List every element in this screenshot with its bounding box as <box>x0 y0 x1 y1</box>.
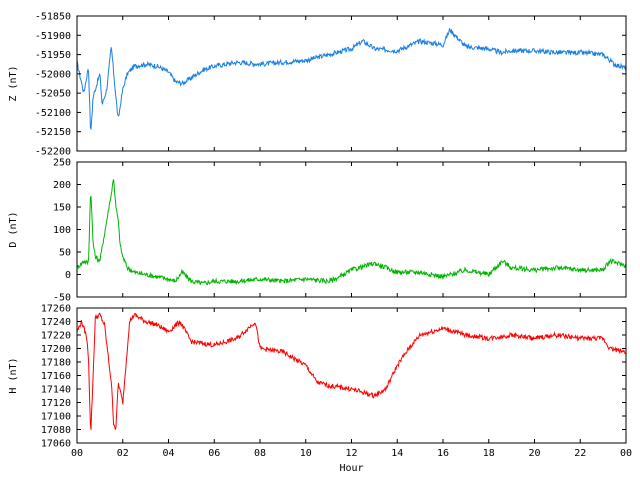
y-tick-label-d: 150 <box>53 203 71 214</box>
x-tick-label: 04 <box>162 448 174 459</box>
y-tick-label-h: 17080 <box>41 425 71 436</box>
x-tick-label: 12 <box>345 448 357 459</box>
x-tick-label: 02 <box>117 448 129 459</box>
x-tick-label: 00 <box>620 448 632 459</box>
y-tick-label-d: 100 <box>53 225 71 236</box>
y-tick-label-z: -51900 <box>35 31 71 42</box>
series-line-d <box>76 179 627 286</box>
y-axis-label-h: H (nT) <box>8 357 19 393</box>
series-line-h <box>76 312 627 430</box>
y-tick-label-z: -52200 <box>35 147 71 158</box>
x-tick-label: 22 <box>574 448 586 459</box>
x-tick-label: 16 <box>437 448 449 459</box>
y-tick-label-d: 200 <box>53 180 71 191</box>
y-tick-label-h: 17260 <box>41 304 71 315</box>
y-tick-label-z: -52000 <box>35 69 71 80</box>
plot-frame-h <box>76 307 627 444</box>
y-tick-label-d: 50 <box>59 248 71 259</box>
x-tick-label: 08 <box>254 448 266 459</box>
y-tick-label-h: 17180 <box>41 358 71 369</box>
series-line-z <box>76 28 627 131</box>
x-axis-label: Hour <box>339 463 363 474</box>
x-tick-label: 10 <box>300 448 312 459</box>
y-tick-label-z: -51850 <box>35 12 71 23</box>
y-axis-label-d: D (nT) <box>8 211 19 247</box>
y-tick-label-h: 17140 <box>41 385 71 396</box>
x-tick-label: 06 <box>208 448 220 459</box>
y-tick-label-z: -52050 <box>35 89 71 100</box>
x-tick-label: 00 <box>71 448 83 459</box>
y-tick-label-d: 0 <box>65 270 71 281</box>
plot-frame-z <box>76 15 627 152</box>
y-tick-label-h: 17240 <box>41 317 71 328</box>
x-tick-label: 20 <box>528 448 540 459</box>
y-tick-label-z: -52150 <box>35 127 71 138</box>
y-tick-label-h: 17160 <box>41 371 71 382</box>
y-tick-label-h: 17220 <box>41 331 71 342</box>
x-tick-label: 18 <box>483 448 495 459</box>
y-tick-label-d: 250 <box>53 158 71 169</box>
y-tick-label-h: 17100 <box>41 412 71 423</box>
y-tick-label-d: -50 <box>53 293 71 304</box>
y-tick-label-h: 17060 <box>41 439 71 450</box>
y-tick-label-h: 17200 <box>41 344 71 355</box>
y-tick-label-z: -52100 <box>35 108 71 119</box>
y-tick-label-h: 17120 <box>41 398 71 409</box>
y-axis-label-z: Z (nT) <box>8 65 19 101</box>
x-tick-label: 14 <box>391 448 403 459</box>
y-tick-label-z: -51950 <box>35 50 71 61</box>
